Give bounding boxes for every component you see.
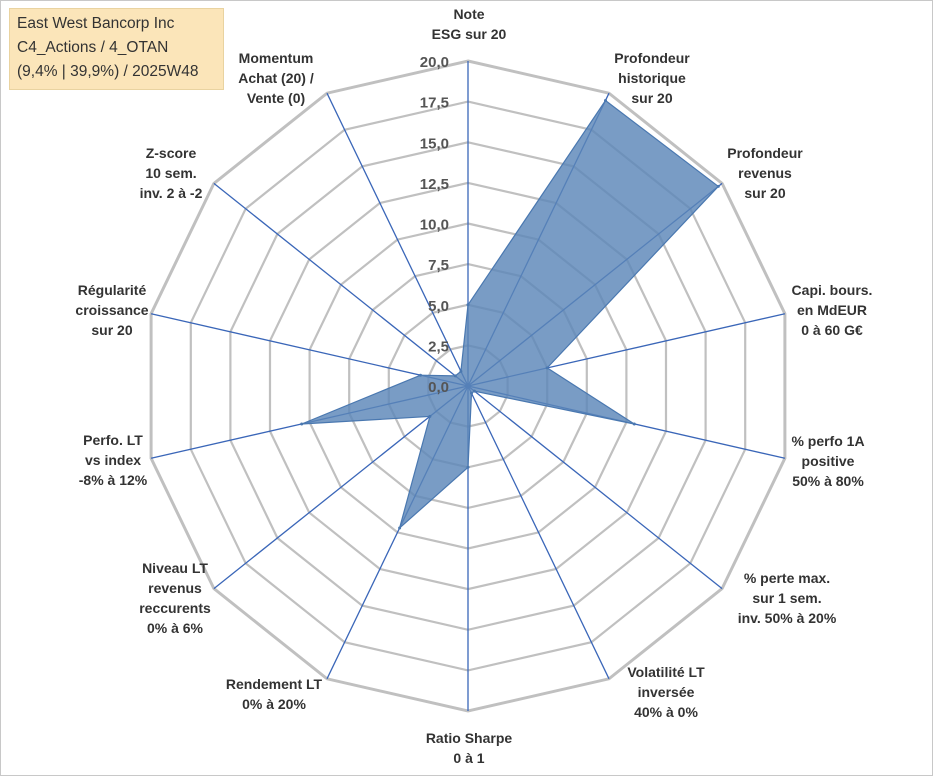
axis-label-6-line-1: inversée (638, 684, 695, 700)
axis-label-3: Capi. bours. en MdEUR 0 à 60 G€ (792, 282, 873, 338)
axis-label-10-line-0: Perfo. LT (83, 432, 143, 448)
axis-label-2-line-2: sur 20 (744, 185, 785, 201)
chart-title-box: East West Bancorp Inc C4_Actions / 4_OTA… (9, 8, 224, 90)
series-point-8 (398, 526, 402, 530)
axis-label-11-line-2: sur 20 (91, 322, 132, 338)
axis-spoke-13 (326, 92, 469, 387)
series-point-1 (604, 99, 607, 102)
axis-label-9-line-1: revenus (148, 580, 202, 596)
axis-label-12-line-1: 10 sem. (145, 165, 196, 181)
axis-spoke-11 (150, 313, 469, 387)
tick-label-1: 2,5 (428, 338, 449, 355)
axis-label-2-line-0: Profondeur (727, 145, 803, 161)
axis-label-13-line-2: Vente (0) (247, 90, 305, 106)
axis-spoke-5 (467, 385, 723, 590)
axis-label-8-line-0: Rendement LT (226, 676, 323, 692)
axis-label-7-line-0: Ratio Sharpe (426, 730, 513, 746)
axis-label-12-line-0: Z-score (146, 145, 197, 161)
axis-label-4-line-2: 50% à 80% (792, 473, 864, 489)
axis-label-7: Ratio Sharpe 0 à 1 (426, 730, 513, 766)
tick-label-6: 15,0 (420, 135, 449, 152)
axis-label-11-line-0: Régularité (78, 282, 147, 298)
axis-label-7-line-1: 0 à 1 (453, 750, 484, 766)
title-line-company: East West Bancorp Inc (17, 15, 175, 32)
axis-label-1-line-2: sur 20 (631, 90, 672, 106)
radar-axis-labels: Note ESG sur 20 Profondeur historique sur 20… (75, 6, 872, 766)
series-point-6 (470, 391, 473, 395)
axis-label-8: Rendement LT 0% à 20% (226, 676, 323, 712)
series-point-9 (428, 414, 432, 418)
axis-label-9-line-3: 0% à 6% (147, 620, 204, 636)
axis-label-12: Z-score 10 sem. inv. 2 à -2 (140, 145, 203, 201)
axis-label-8-line-1: 0% à 20% (242, 696, 306, 712)
axis-label-9-line-0: Niveau LT (142, 560, 208, 576)
axis-label-4-line-1: positive (802, 453, 855, 469)
axis-label-11-line-1: croissance (75, 302, 148, 318)
axis-label-11: Régularité croissance sur 20 (75, 282, 148, 338)
axis-label-12-line-2: inv. 2 à -2 (140, 185, 203, 201)
axis-label-6: Volatilité LT inversée 40% à 0% (627, 664, 705, 720)
axis-spoke-12 (213, 182, 469, 387)
series-area (301, 99, 720, 530)
axis-label-2: Profondeur revenus sur 20 (727, 145, 803, 201)
title-line-stats: (9,4% | 39,9%) / 2025W48 (17, 63, 199, 80)
title-line-category: C4_Actions / 4_OTAN (17, 39, 169, 56)
axis-spoke-9 (213, 385, 469, 590)
series-point-10 (300, 422, 304, 426)
series-point-3 (545, 366, 549, 370)
series-point-0 (466, 303, 470, 307)
radar-tick-labels: 0,0 2,5 5,0 7,5 10,0 12,5 15,0 17,5 20,0 (420, 54, 449, 396)
axis-label-2-line-1: revenus (738, 165, 792, 181)
series-point-7 (466, 465, 470, 469)
axis-label-4: % perfo 1A positive 50% à 80% (791, 433, 864, 489)
axis-label-9: Niveau LT revenus reccurents 0% à 6% (139, 560, 211, 636)
axis-label-1-line-0: Profondeur (614, 50, 690, 66)
axis-label-5-line-1: sur 1 sem. (752, 590, 821, 606)
series-point-5 (472, 389, 476, 393)
axis-label-0-line-1: ESG sur 20 (432, 26, 507, 42)
axis-label-5-line-2: inv. 50% à 20% (738, 610, 837, 626)
axis-label-5-line-0: % perte max. (744, 570, 830, 586)
axis-label-13-line-1: Achat (20) / (238, 70, 314, 86)
axis-label-10-line-1: vs index (85, 452, 141, 468)
axis-label-4-line-0: % perfo 1A (791, 433, 864, 449)
axis-label-10: Perfo. LT vs index -8% à 12% (79, 432, 148, 488)
axis-label-0-line-0: Note (453, 6, 484, 22)
tick-label-8: 20,0 (420, 54, 449, 71)
series-point-4 (632, 422, 636, 426)
axis-label-0: Note ESG sur 20 (432, 6, 507, 42)
tick-label-5: 12,5 (420, 176, 449, 193)
axis-label-13-line-0: Momentum (239, 50, 314, 66)
series-point-13 (459, 369, 463, 373)
tick-label-2: 5,0 (428, 298, 449, 315)
series-point-2 (716, 184, 720, 188)
axis-label-13: Momentum Achat (20) / Vente (0) (238, 50, 314, 106)
tick-label-4: 10,0 (420, 217, 449, 234)
axis-label-6-line-2: 40% à 0% (634, 704, 698, 720)
axis-label-3-line-1: en MdEUR (797, 302, 867, 318)
series-point-11 (419, 373, 422, 377)
axis-label-5: % perte max. sur 1 sem. inv. 50% à 20% (738, 570, 837, 626)
radar-series (300, 99, 720, 530)
series-point-12 (453, 374, 457, 378)
axis-spoke-6 (467, 385, 610, 680)
tick-label-7: 17,5 (420, 95, 449, 112)
axis-label-9-line-2: reccurents (139, 600, 211, 616)
axis-label-3-line-0: Capi. bours. (792, 282, 873, 298)
tick-label-0: 0,0 (428, 379, 449, 396)
axis-label-1: Profondeur historique sur 20 (614, 50, 690, 106)
axis-label-3-line-2: 0 à 60 G€ (801, 322, 863, 338)
axis-label-1-line-1: historique (618, 70, 686, 86)
axis-label-6-line-0: Volatilité LT (627, 664, 705, 680)
tick-label-3: 7,5 (428, 257, 449, 274)
axis-label-10-line-2: -8% à 12% (79, 472, 148, 488)
